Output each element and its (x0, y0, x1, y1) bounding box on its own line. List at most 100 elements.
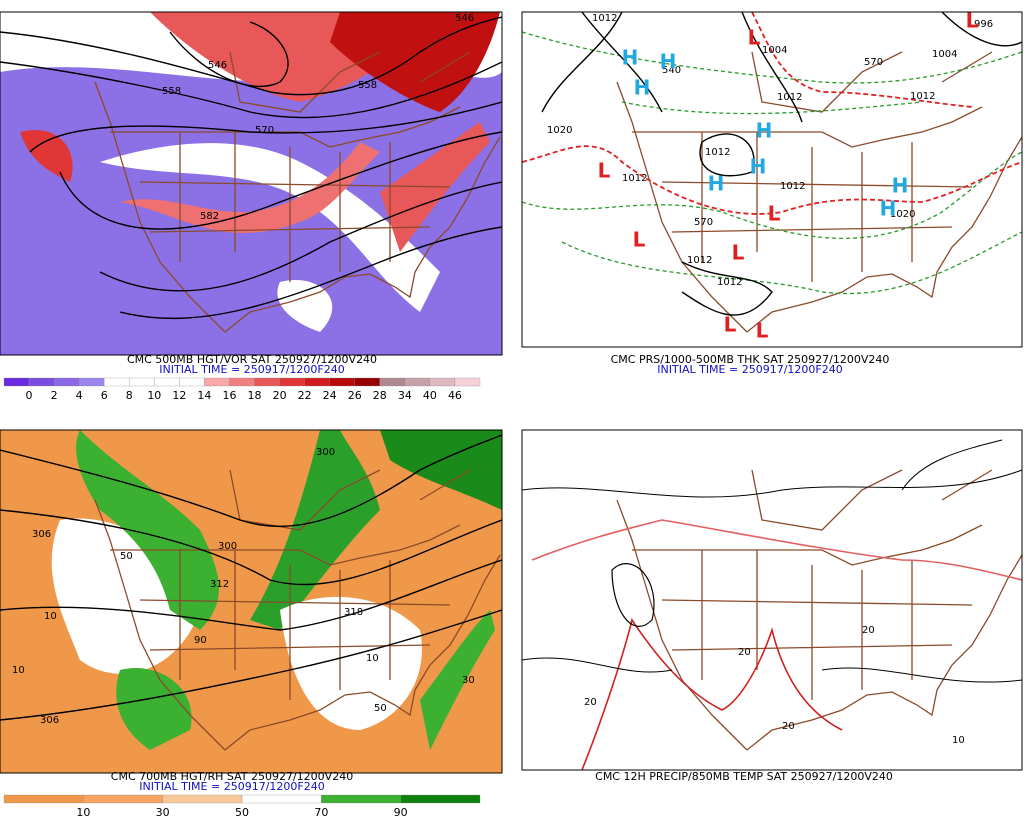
colorbar-segment (241, 794, 322, 804)
colorbar-label: 24 (323, 389, 337, 402)
colorbar: 10 30 50 70 90 (3, 794, 481, 819)
panel-500mb: 546 558 558 570 582 546 CMC 500MB HGT/VO… (0, 11, 503, 402)
contour-label: 570 (255, 125, 274, 136)
contour-label: 10 (44, 611, 57, 622)
colorbar-segment (104, 377, 130, 387)
colorbar-segment (254, 377, 280, 387)
colorbar-segment (354, 377, 380, 387)
colorbar-segment (379, 377, 405, 387)
contour-label: 1004 (932, 49, 957, 60)
shade (250, 430, 380, 630)
colorbar-segment (83, 794, 163, 804)
high-symbol: H (750, 155, 767, 179)
panel-700mb: 300 306 312 318 300 306 10 50 90 10 50 1… (0, 429, 503, 819)
colorbar-label: 50 (235, 806, 249, 819)
contour-label: 306 (40, 715, 59, 726)
shade (120, 142, 380, 233)
panel-frame (521, 429, 1023, 771)
colorbar-segment (3, 794, 84, 804)
contour-label: 570 (694, 217, 713, 228)
contour-label: 20 (782, 721, 795, 732)
contour-label: 1012 (780, 181, 805, 192)
contour-label: 558 (162, 86, 181, 97)
contour-label: 996 (974, 19, 993, 30)
shade (116, 668, 192, 750)
colorbar-segment (329, 377, 355, 387)
colorbar-label: 28 (373, 389, 387, 402)
colorbar-label: 30 (156, 806, 170, 819)
contour-label: 1012 (717, 277, 742, 288)
contour-label: 540 (662, 65, 681, 76)
panel-frame (521, 11, 1023, 348)
colorbar-label: 16 (222, 389, 236, 402)
colorbar-segment (404, 377, 431, 387)
contour-label: 1012 (777, 92, 802, 103)
colorbar-label: 40 (423, 389, 437, 402)
contour-label: 1012 (622, 173, 647, 184)
contour-label: 1012 (910, 91, 935, 102)
contour-label: 300 (218, 541, 237, 552)
high-symbol: H (622, 46, 639, 70)
panel-pressure: 1012 1004 1020 1012 1012 1012 1012 1012 … (521, 9, 1023, 376)
low-symbol: L (598, 159, 611, 183)
colorbar-segment (179, 377, 205, 387)
high-symbol: H (660, 50, 677, 74)
colorbar-label: 34 (398, 389, 412, 402)
caption: CMC PRS/1000-500MB THK SAT 250927/1200V2… (611, 353, 890, 366)
contour-label: 20 (738, 647, 751, 658)
initial-time: INITIAL TIME = 250917/1200F240 (657, 363, 842, 376)
colorbar-segment (3, 377, 30, 387)
colorbar-label: 70 (314, 806, 328, 819)
shade (330, 12, 500, 112)
contour-label: 1012 (705, 147, 730, 158)
high-symbol: H (880, 197, 897, 221)
contour-label: 50 (120, 551, 133, 562)
contour-label: 318 (344, 607, 363, 618)
colorbar-segment (429, 377, 456, 387)
map-background (522, 430, 1022, 770)
contour-label: 546 (455, 13, 474, 24)
contour-label: 546 (208, 60, 227, 71)
low-symbol: L (748, 26, 761, 50)
caption: CMC 700MB HGT/RH SAT 250927/1200V240 (111, 770, 353, 783)
colorbar-segment (79, 377, 105, 387)
colorbar: 0 2 4 6 8 10 12 14 16 18 20 22 24 26 28 34 40 46 (3, 377, 481, 402)
contour-label: 50 (374, 703, 387, 714)
colorbar-segment (454, 377, 481, 387)
colorbar-segment (28, 377, 55, 387)
contour-label: 30 (462, 675, 475, 686)
panel-frame (0, 429, 503, 774)
colorbar-segment (400, 794, 481, 804)
low-symbol: L (724, 313, 737, 337)
colorbar-label: 10 (76, 806, 90, 819)
colorbar-segment (162, 794, 243, 804)
shade (420, 610, 495, 750)
high-symbol: H (756, 119, 773, 143)
contour-label: 10 (12, 665, 25, 676)
colorbar-label: 0 (26, 389, 33, 402)
colorbar-label: 12 (172, 389, 186, 402)
contour-label: 570 (864, 57, 883, 68)
colorbar-segment (304, 377, 330, 387)
shade (380, 430, 502, 510)
colorbar-label: 6 (101, 389, 108, 402)
shade (76, 430, 219, 630)
initial-time: INITIAL TIME = 250917/1200F240 (139, 780, 324, 793)
caption: CMC 12H PRECIP/850MB TEMP SAT 250927/120… (595, 770, 893, 783)
low-symbol: L (966, 9, 979, 33)
high-symbol: H (708, 172, 725, 196)
contour-label: 1020 (547, 125, 572, 136)
low-symbol: L (756, 319, 769, 343)
contour-label: 312 (210, 579, 229, 590)
colorbar-label: 4 (76, 389, 83, 402)
colorbar-label: 10 (147, 389, 161, 402)
shade (20, 130, 73, 182)
colorbar-label: 20 (273, 389, 287, 402)
low-symbol: L (633, 228, 646, 252)
contour-label: 306 (32, 529, 51, 540)
contour-label: 1012 (687, 255, 712, 266)
colorbar-label: 22 (298, 389, 312, 402)
colorbar-segment (279, 377, 305, 387)
colorbar-segment (53, 377, 80, 387)
